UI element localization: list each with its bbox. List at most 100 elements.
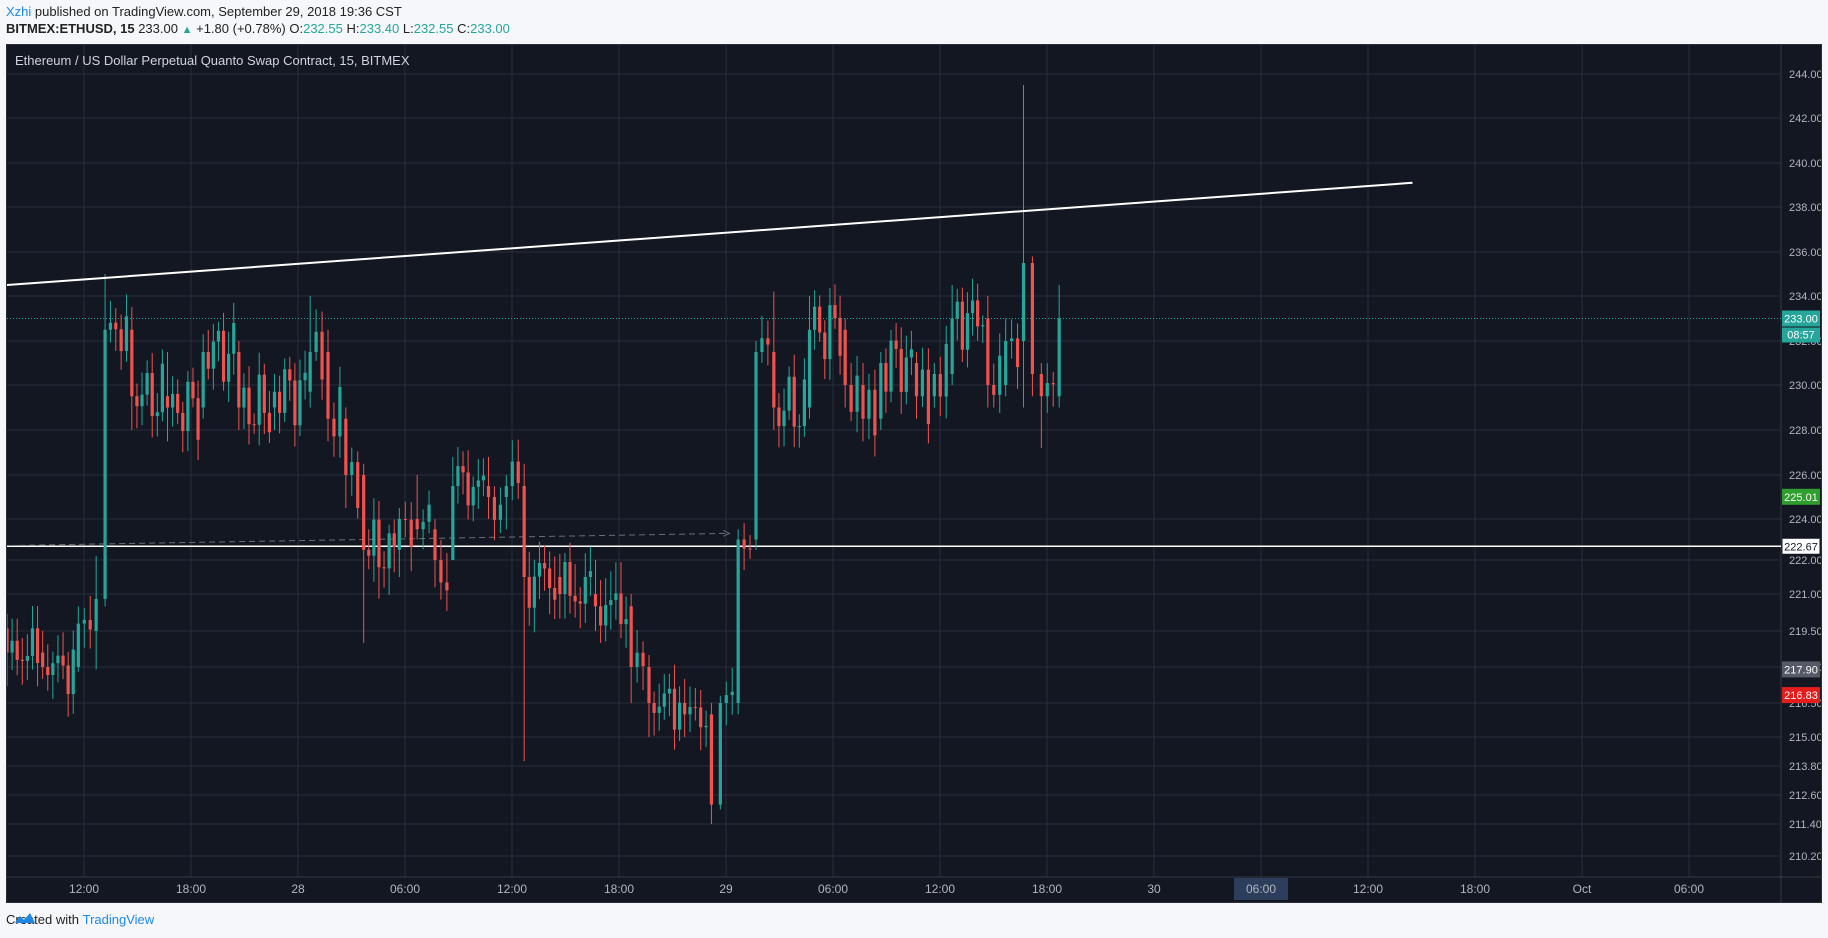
candle-body: [976, 300, 980, 327]
publish-info: Xzhi published on TradingView.com, Septe…: [6, 4, 402, 20]
x-tick-label: 06:00: [1674, 882, 1704, 896]
author-link[interactable]: Xzhi: [6, 4, 32, 19]
candle-body: [216, 330, 221, 342]
y-tick-label: 230.00: [1789, 380, 1821, 392]
price-change: +1.80 (+0.78%): [196, 21, 286, 36]
candle-body: [855, 375, 859, 412]
candle-body: [471, 486, 475, 506]
candle-body: [108, 322, 113, 330]
candle-body: [879, 363, 883, 419]
price-tag: [1781, 537, 1821, 555]
candle-body: [516, 461, 520, 484]
candle-body: [362, 475, 366, 550]
candle-body: [583, 577, 587, 604]
candle-body: [372, 519, 376, 556]
candle-body: [1045, 383, 1049, 397]
candle-body: [861, 385, 865, 419]
y-tick-label: 234.00: [1789, 291, 1821, 303]
candle-body: [624, 619, 628, 625]
candle-body: [1057, 318, 1061, 397]
candle-body: [709, 714, 714, 805]
candle-body: [510, 461, 514, 486]
candle-body: [1021, 263, 1026, 341]
x-tick-label: 18:00: [176, 882, 206, 896]
candle-body: [573, 595, 577, 602]
candle-body: [807, 329, 812, 408]
candle-body: [812, 306, 817, 330]
candle-body: [114, 322, 118, 330]
y-tick-label: 236.00: [1789, 247, 1821, 259]
candle-body: [88, 619, 92, 630]
candle-body: [130, 329, 134, 397]
candle-body: [476, 480, 480, 487]
chart-background: [7, 45, 1821, 902]
publish-text: published on TradingView.com, September …: [31, 4, 402, 19]
price-chart[interactable]: 12:00 18:00 28 06:00 12:00 18:00 29 06:00 12:00 1…: [7, 45, 1821, 902]
chart-panel[interactable]: 12:00 18:00 28 06:00 12:00 18:00 29 06:00 12:00 1…: [6, 44, 1822, 903]
candle-body: [965, 313, 970, 350]
candle-body: [955, 301, 959, 319]
candle-body: [456, 466, 460, 486]
candle-body: [66, 665, 70, 694]
candle-body: [527, 577, 531, 608]
candle-body: [641, 652, 645, 667]
candle-body: [904, 357, 908, 392]
chart-title: Ethereum / US Dollar Perpetual Quanto Sw…: [15, 53, 410, 68]
candle-body: [635, 652, 639, 667]
candle-body: [124, 316, 129, 352]
price-tag: [1782, 661, 1820, 678]
tradingview-link[interactable]: TradingView: [82, 912, 155, 927]
candle-body: [227, 353, 231, 382]
countdown-tag: [1782, 327, 1820, 343]
candle-body: [647, 667, 651, 703]
candle-body: [397, 519, 401, 550]
high-value: 233.40: [359, 21, 400, 36]
candle-body: [914, 363, 919, 397]
x-tick-label: 30: [1147, 882, 1161, 896]
candle-body: [421, 521, 425, 530]
x-tick-label: 12:00: [1353, 882, 1383, 896]
candle-body: [894, 340, 898, 349]
candle-body: [677, 702, 682, 730]
x-tick-label: 12:00: [925, 882, 955, 896]
candle-body: [320, 331, 324, 380]
y-tick-label: 215.00: [1789, 732, 1821, 744]
candle-body: [1015, 338, 1020, 368]
candle-body: [548, 568, 552, 589]
candle-body: [598, 606, 603, 626]
candle-body: [344, 418, 348, 475]
candle-body: [288, 369, 292, 381]
candle-body: [308, 352, 312, 392]
candle-body: [604, 605, 608, 626]
candle-body: [367, 549, 371, 556]
candle-body: [61, 655, 65, 666]
candle-body: [593, 594, 598, 607]
footer: Created with TradingView: [6, 912, 154, 928]
candle-body: [944, 343, 948, 397]
candle-body: [10, 640, 14, 653]
candle-body: [272, 391, 277, 408]
candle-body: [873, 389, 877, 436]
y-tick-label: 228.00: [1789, 425, 1821, 437]
candle-body: [787, 376, 791, 411]
candle-body: [867, 389, 871, 419]
candle-body: [71, 649, 75, 694]
candle-body: [160, 363, 165, 413]
x-tick-label: 18:00: [1460, 882, 1490, 896]
candle-body: [563, 562, 567, 594]
candle-body: [445, 582, 449, 591]
candle-body: [237, 352, 241, 408]
candle-body: [25, 655, 29, 661]
candle-body: [537, 562, 542, 577]
candle-body: [140, 394, 144, 407]
candle-body: [688, 706, 692, 715]
x-tick-label: 06:00: [1246, 882, 1276, 896]
y-tick-label: 240.00: [1789, 158, 1821, 170]
candle-body: [760, 338, 764, 352]
candle-body: [76, 623, 80, 667]
candle-body: [326, 352, 330, 419]
x-tick-label: 12:00: [69, 882, 99, 896]
candle-body: [504, 486, 508, 497]
candle-body: [481, 475, 486, 481]
candle-body: [196, 398, 200, 440]
